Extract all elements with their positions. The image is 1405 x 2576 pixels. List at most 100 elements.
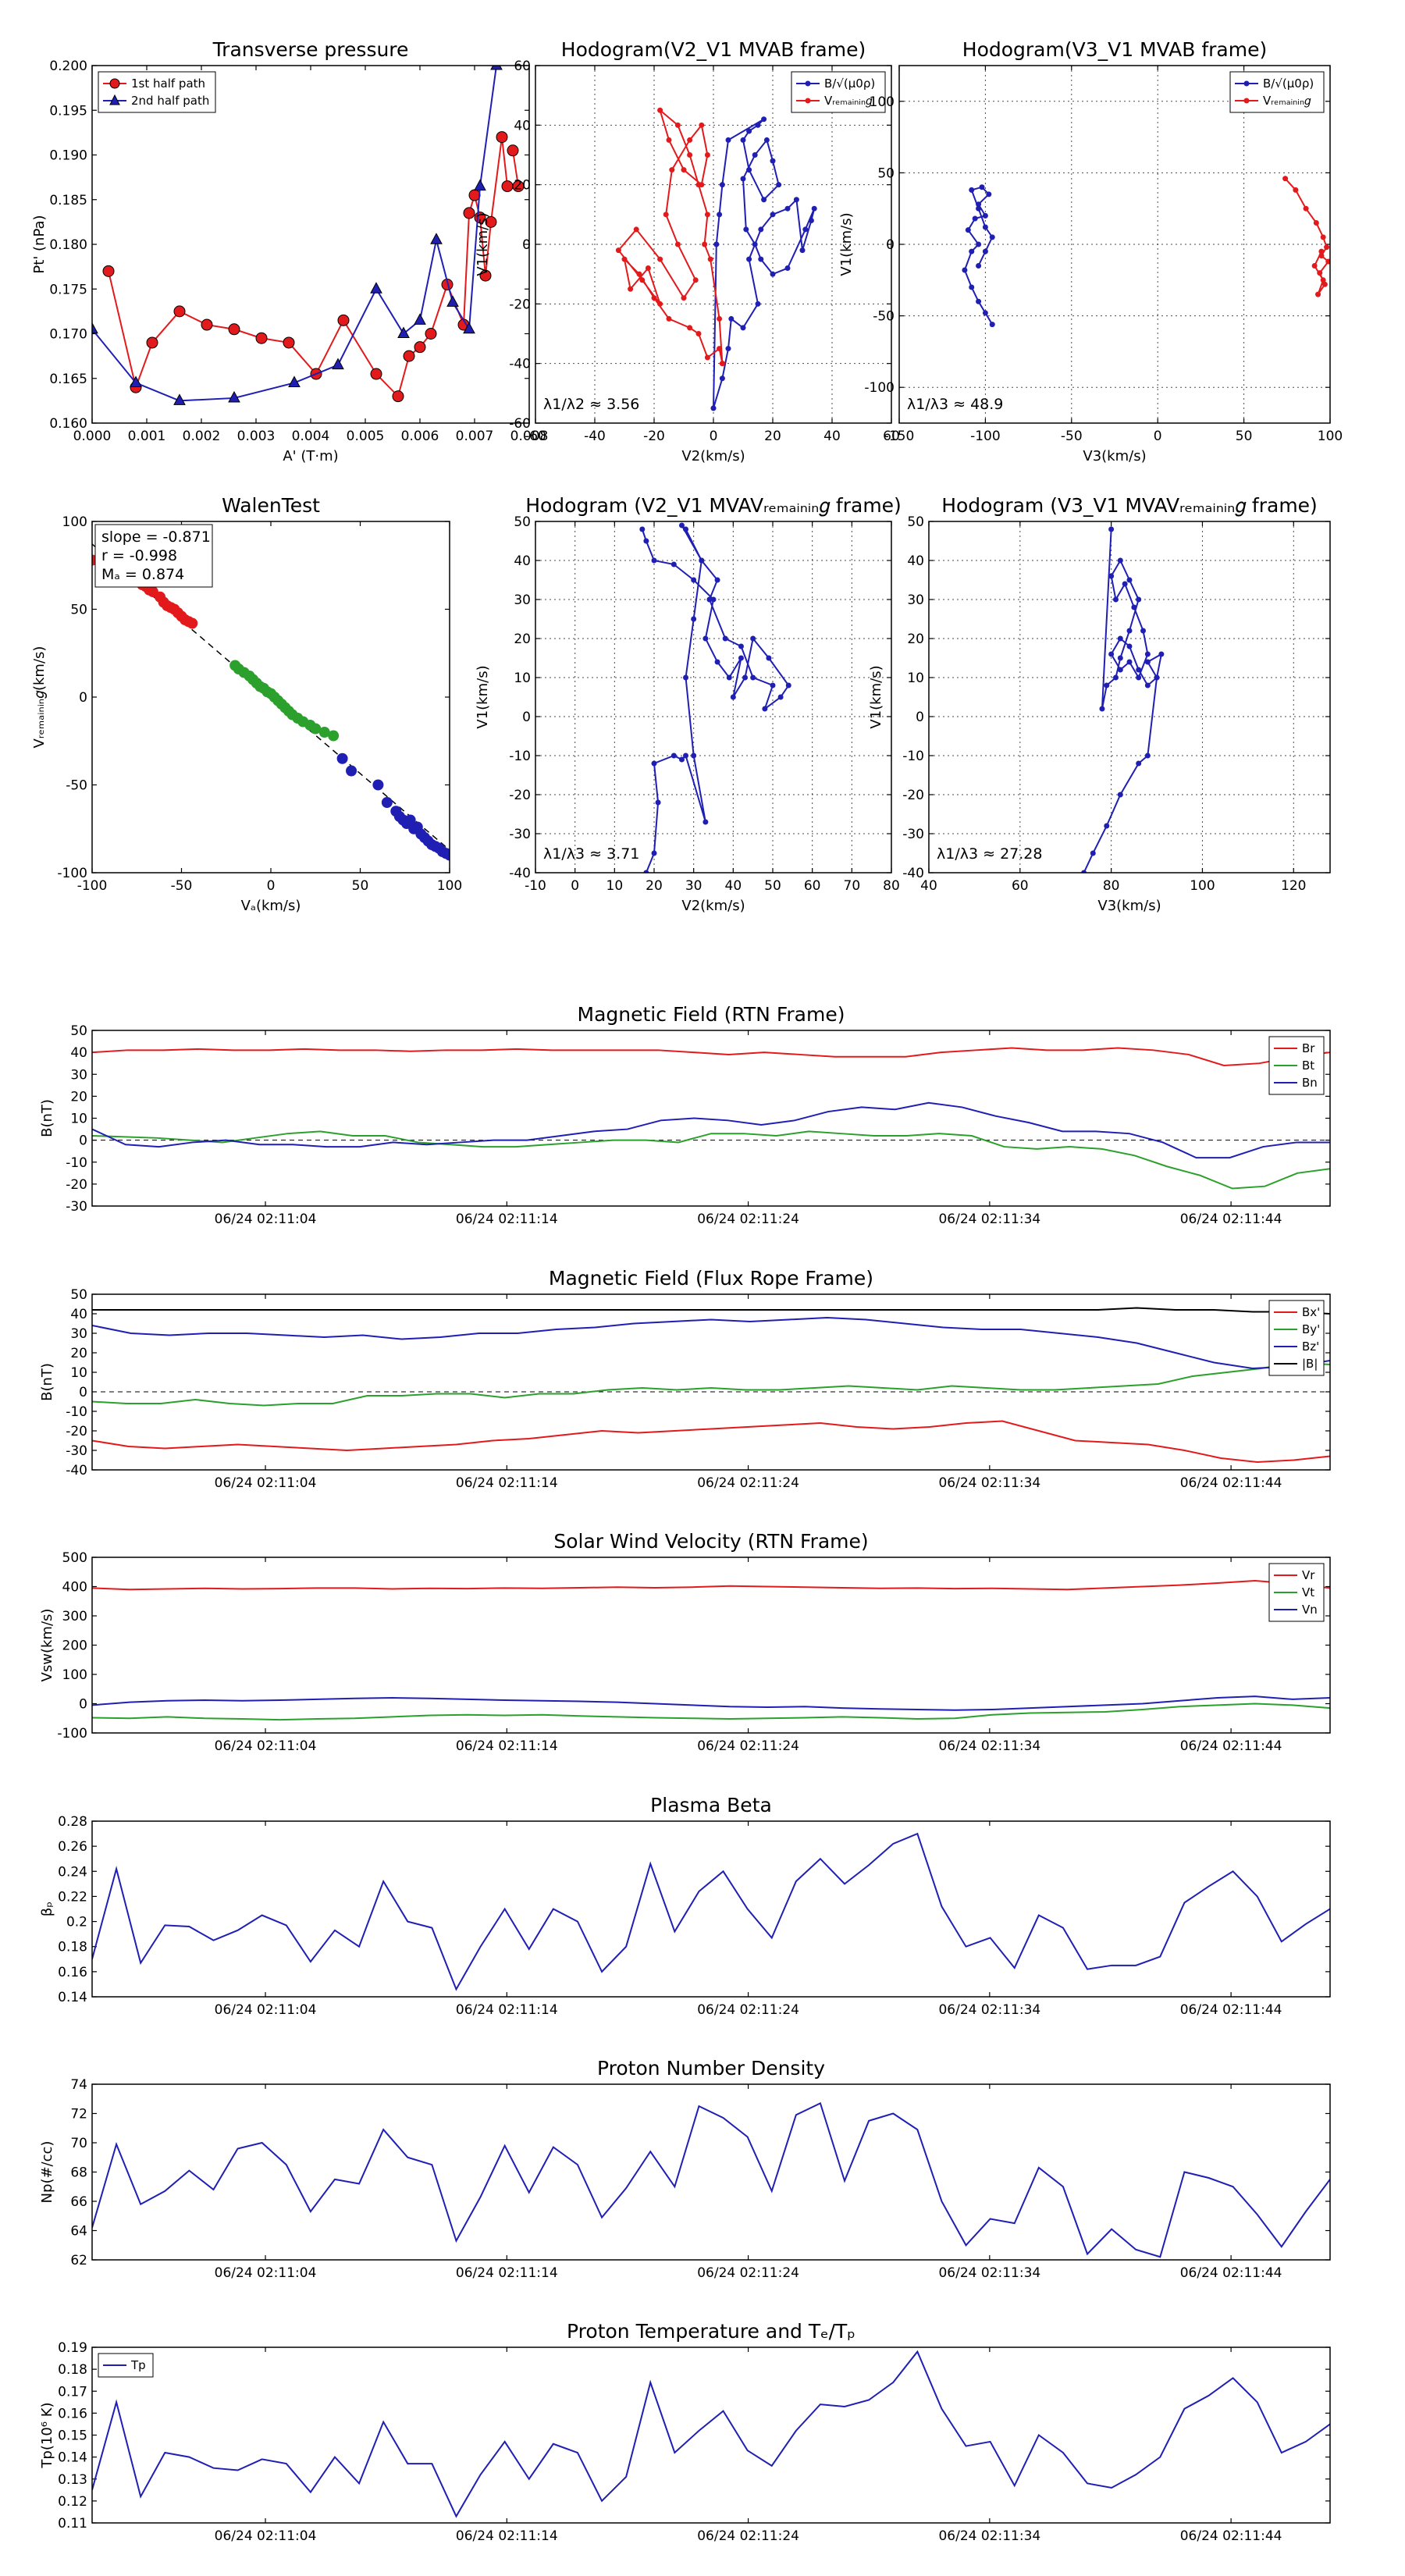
temperature-ylabel: Tp(10⁶ K): [39, 2402, 55, 2468]
data-point: [811, 205, 817, 212]
ytick-label: 60: [514, 59, 531, 74]
data-point: [678, 756, 685, 763]
data-point: [1131, 604, 1137, 610]
data-point: [173, 393, 186, 405]
data-point: [651, 295, 657, 301]
ytick-label: 0.14: [58, 2450, 87, 2466]
data-point: [318, 727, 330, 738]
walen-title: WalenTest: [222, 494, 320, 517]
ytick-label: -20: [509, 297, 531, 312]
legend-label: B/√(μ0ρ): [824, 76, 875, 91]
ytick-label: 10: [70, 1365, 87, 1381]
data-point: [969, 248, 975, 254]
data-point: [740, 325, 746, 331]
xtick-label: 40: [725, 878, 742, 894]
ytick-label: 0: [522, 710, 531, 725]
data-point: [414, 341, 426, 354]
plot-area: [962, 176, 1330, 328]
axes-frame: [91, 1293, 1331, 1471]
data-point: [714, 577, 720, 583]
data-point: [1303, 205, 1309, 212]
xtick-label: -40: [584, 429, 606, 444]
axes-frame: [91, 1820, 1331, 1998]
data-point: [784, 265, 791, 272]
walen-ylabel: Vᵣₑₘₐᵢₙᵢₙ𝑔(km/s): [31, 646, 48, 749]
ytick-label: 0.19: [58, 2340, 87, 2356]
ytick-label: 40: [907, 553, 924, 569]
hodo3-annotation: λ1/λ3 ≈ 3.71: [543, 845, 639, 863]
ytick-label: 0.16: [58, 1965, 87, 1980]
ytick-label: 0.185: [49, 193, 87, 208]
ytick-label: 0: [79, 1697, 87, 1713]
chart-hodo4: Hodogram (V3_V1 MVAVᵣₑₘₐᵢₙᵢₙ𝑔 frame) -40 -…: [868, 494, 1331, 914]
data-point: [1117, 635, 1123, 642]
data-point: [1282, 176, 1289, 182]
xtick-label: 20: [646, 878, 663, 894]
data-point: [683, 753, 689, 759]
ytick-label: 50: [70, 603, 87, 618]
ytick-label: -20: [66, 1424, 87, 1439]
data-point: [750, 635, 756, 642]
stats-box: [94, 524, 213, 588]
data-point: [799, 247, 806, 254]
data-point: [687, 152, 693, 158]
axes-frame: [91, 65, 530, 424]
data-point: [346, 765, 357, 777]
data-point: [704, 152, 710, 158]
ytick-label: 0.170: [49, 327, 87, 343]
data-point: [655, 799, 661, 806]
data-point: [761, 197, 767, 203]
xtick-label: 06/24 02:11:14: [456, 1475, 558, 1491]
series-line-Bt: [92, 1130, 1330, 1190]
xtick-label: 06/24 02:11:04: [215, 1738, 317, 1754]
hodo1-title: Hodogram(V2_V1 MVAB frame): [561, 38, 866, 61]
legend-marker: [1243, 80, 1250, 87]
plot-area: [92, 1579, 1330, 1721]
data-point: [404, 814, 416, 826]
data-point: [444, 849, 450, 861]
series-line-V_remaining: [617, 108, 724, 364]
data-point: [92, 322, 98, 334]
data-point: [1320, 277, 1326, 283]
ytick-label: 0.22: [58, 1889, 87, 1905]
chart-hodo1: Hodogram(V2_V1 MVAB frame) -60 -40 -20 0 20 40…: [475, 38, 900, 464]
data-point: [332, 358, 344, 370]
data-point: [740, 176, 746, 182]
ytick-label: -100: [57, 866, 87, 881]
data-point: [802, 226, 809, 233]
data-point: [687, 325, 693, 331]
data-point: [651, 760, 657, 767]
ytick-label: -50: [66, 778, 87, 794]
data-point: [678, 522, 685, 528]
ytick-label: 0.18: [58, 2362, 87, 2378]
legend-label: Vn: [1302, 1603, 1318, 1617]
hodo4-annotation: λ1/λ3 ≈ 27.28: [937, 845, 1042, 863]
series-line-beta: [92, 1832, 1330, 1991]
series-line-By': [92, 1361, 1330, 1407]
ytick-label: 74: [70, 2077, 87, 2093]
ytick-label: 0.190: [49, 148, 87, 164]
data-point: [1112, 596, 1119, 603]
data-point: [643, 870, 649, 873]
xtick-label: 0.000: [73, 429, 112, 444]
data-point: [670, 561, 677, 568]
data-point: [1313, 220, 1319, 226]
data-point: [746, 128, 752, 134]
chart-walen: WalenTest -100 -50 0 50 100 -100 -50 0 50 100 Vₐ(km…: [31, 494, 462, 914]
data-point: [1090, 850, 1096, 856]
ytick-label: 30: [907, 592, 924, 608]
data-point: [989, 234, 995, 240]
ytick-label: -20: [509, 788, 531, 803]
velocity-title: Solar Wind Velocity (RTN Frame): [553, 1530, 868, 1553]
beta-title: Plasma Beta: [650, 1794, 772, 1816]
data-point: [657, 301, 663, 307]
data-point: [793, 197, 799, 203]
data-point: [683, 674, 689, 681]
ytick-label: 0: [79, 1133, 87, 1149]
data-point: [770, 682, 776, 688]
data-point: [1108, 651, 1115, 657]
data-point: [639, 277, 646, 283]
data-point: [1136, 760, 1142, 767]
legend-label: 2nd half path: [131, 94, 209, 108]
series-line-Vt: [92, 1703, 1330, 1721]
